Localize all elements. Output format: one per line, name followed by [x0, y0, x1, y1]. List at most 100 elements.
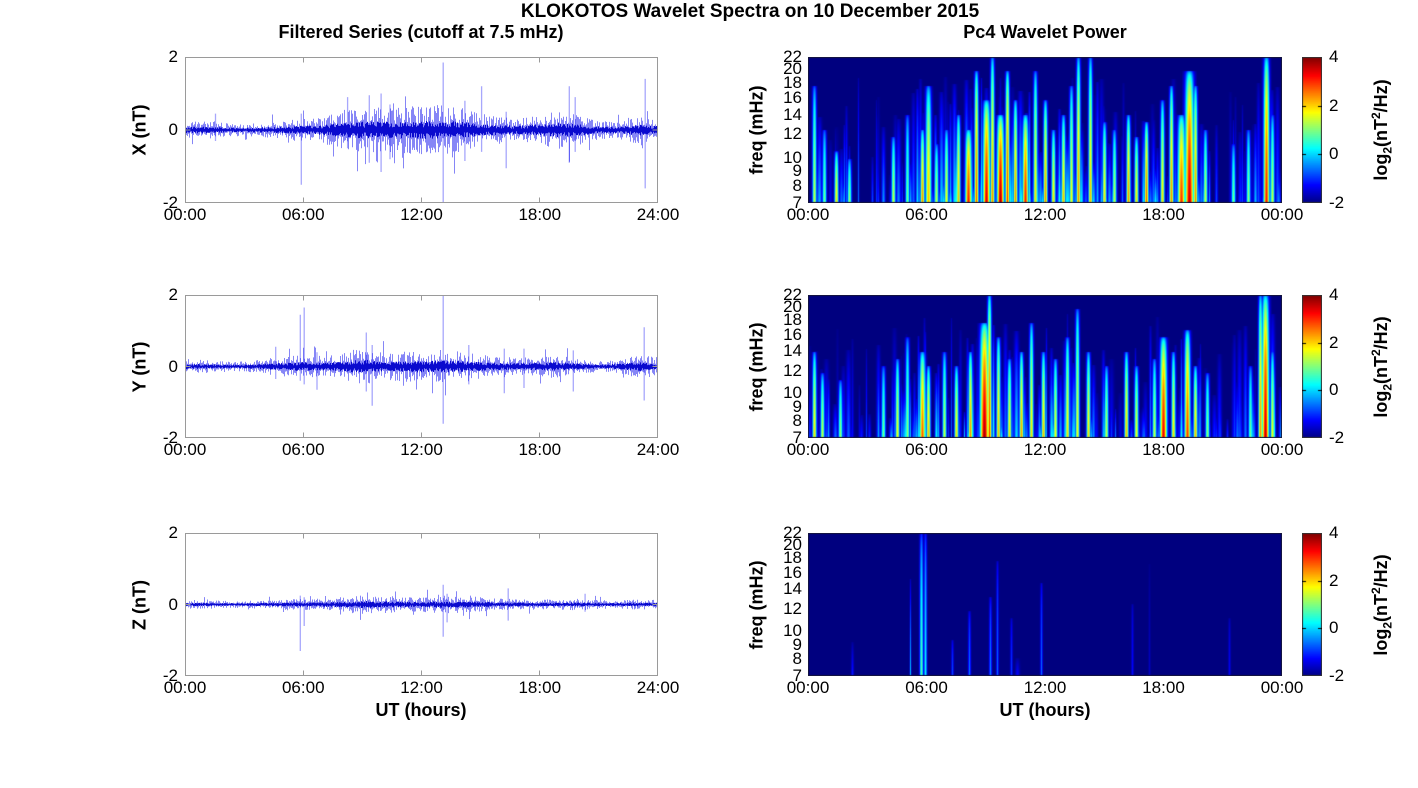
freq-tick-label: 20: [783, 59, 802, 79]
y-tick-label: -2: [162, 428, 178, 448]
colorbar-label-sup: 2: [1368, 587, 1383, 595]
freq-tick-label: 20: [783, 296, 802, 316]
x-tick-label: 06:00: [281, 205, 325, 224]
freq-tick-label: 8: [792, 649, 802, 669]
z-wavelet-power-plot: [808, 533, 1282, 676]
colorbar-label-sup: 2: [1368, 349, 1383, 357]
colorbar: [1302, 295, 1322, 438]
colorbar-label-sub: 2: [1380, 383, 1395, 391]
filtered-series-canvas: [185, 57, 658, 203]
freq-tick-label: 22: [783, 47, 802, 67]
wavelet-power-canvas: [808, 295, 1282, 438]
colorbar-tick-label: 2: [1329, 95, 1339, 115]
x-tick-label: 18:00: [1142, 678, 1185, 697]
colorbar-tick-label: 4: [1329, 285, 1339, 305]
colorbar-gradient: [1302, 533, 1322, 676]
freq-tick-label: 12: [783, 598, 802, 618]
colorbar-tick-label: -2: [1329, 428, 1345, 448]
freq-tick-label: 8: [792, 176, 802, 196]
y-series-ylabel: Y (nT): [129, 341, 150, 393]
x-tick-label: 00:00: [163, 440, 207, 459]
freq-tick-label: 18: [783, 310, 802, 330]
freq-tick-label: 20: [783, 534, 802, 554]
x-tick-label: 00:00: [786, 205, 830, 224]
x-tick-label: 06:00: [281, 678, 325, 697]
colorbar-tick-label: 0: [1329, 144, 1339, 164]
x-tick-label: 00:00: [1260, 205, 1304, 224]
colorbar-tick-label: 2: [1329, 332, 1339, 352]
x-tick-label: 24:00: [636, 678, 680, 697]
x-tick-label: 06:00: [281, 440, 325, 459]
wavelet-power-canvas: [808, 57, 1282, 203]
y-tick-label: 0: [168, 594, 178, 614]
colorbar-label-pre: log: [1370, 153, 1391, 181]
colorbar: [1302, 533, 1322, 676]
freq-tick-label: 10: [783, 621, 802, 641]
x-tick-label: 00:00: [786, 678, 830, 697]
colorbar-label-post: /Hz): [1370, 79, 1391, 113]
freq-tick-label: 9: [792, 634, 802, 654]
x-tick-label: 00:00: [1260, 678, 1304, 697]
freq-tick-label: 7: [792, 666, 802, 686]
freq-tick-label: 18: [783, 548, 802, 568]
colorbar-gradient: [1302, 295, 1322, 438]
x-series-ylabel: X (nT): [129, 104, 150, 156]
wavelet-power-canvas: [808, 533, 1282, 676]
freq-tick-label: 22: [783, 285, 802, 305]
colorbar-tick-label: -2: [1329, 666, 1345, 686]
x-tick-label: 18:00: [1142, 205, 1185, 224]
x-tick-label: 00:00: [1260, 440, 1304, 459]
y-tick-label: 0: [168, 120, 178, 140]
filtered-series-canvas: [185, 533, 658, 676]
x-wavelet-power-plot: [808, 57, 1282, 203]
colorbar-gradient: [1302, 57, 1322, 203]
freq-tick-label: 9: [792, 161, 802, 181]
colorbar-label-post: /Hz): [1370, 316, 1391, 350]
colorbar-tick-label: 4: [1329, 523, 1339, 543]
x-tick-label: 18:00: [518, 678, 562, 697]
freq-tick-label: 10: [783, 147, 802, 167]
z-wavelet-ylabel: freq (mHz): [746, 560, 767, 650]
y-tick-label: 2: [168, 285, 178, 305]
colorbar-tick-label: -2: [1329, 193, 1345, 213]
freq-tick-label: 14: [783, 104, 802, 124]
freq-tick-label: 12: [783, 124, 802, 144]
freq-tick-label: 7: [792, 428, 802, 448]
freq-tick-label: 9: [792, 396, 802, 416]
figure-title: KLOKOTOS Wavelet Spectra on 10 December …: [520, 1, 980, 22]
freq-tick-label: 16: [783, 324, 802, 344]
x-wavelet-ylabel: freq (mHz): [746, 85, 767, 175]
colorbar: [1302, 57, 1322, 203]
x-tick-label: 00:00: [786, 440, 830, 459]
y-tick-label: 0: [168, 356, 178, 376]
x-tick-label: 12:00: [1023, 678, 1067, 697]
x-tick-label: 18:00: [518, 440, 562, 459]
colorbar-label: log2(nT2/Hz): [1368, 554, 1395, 655]
colorbar-label: log2(nT2/Hz): [1369, 79, 1395, 181]
right-xlabel: UT (hours): [999, 700, 1091, 720]
colorbar-label-sub: 2: [1380, 621, 1395, 629]
colorbar-label-sub: 2: [1380, 146, 1395, 154]
freq-tick-label: 14: [783, 579, 802, 599]
freq-tick-label: 22: [783, 523, 802, 543]
colorbar-tick-label: 2: [1329, 570, 1339, 590]
x-tick-label: 06:00: [905, 440, 948, 459]
y-tick-label: 2: [168, 523, 178, 543]
left-xlabel: UT (hours): [375, 700, 467, 720]
left-column-title: Filtered Series (cutoff at 7.5 mHz): [278, 22, 564, 42]
y-tick-label: -2: [162, 193, 178, 213]
freq-tick-label: 18: [783, 72, 802, 92]
colorbar-tick-label: 4: [1329, 47, 1339, 67]
freq-tick-label: 7: [792, 193, 802, 213]
x-tick-label: 12:00: [400, 678, 443, 697]
colorbar-label-mid: (nT: [1370, 594, 1391, 622]
x-tick-label: 00:00: [163, 678, 207, 697]
x-tick-label: 06:00: [905, 678, 948, 697]
colorbar-tick-label: 0: [1329, 380, 1339, 400]
colorbar-label-pre: log: [1370, 390, 1391, 418]
x-tick-label: 18:00: [518, 205, 562, 224]
x-tick-label: 18:00: [1142, 440, 1185, 459]
x-tick-label: 24:00: [636, 440, 680, 459]
freq-tick-label: 16: [783, 562, 802, 582]
